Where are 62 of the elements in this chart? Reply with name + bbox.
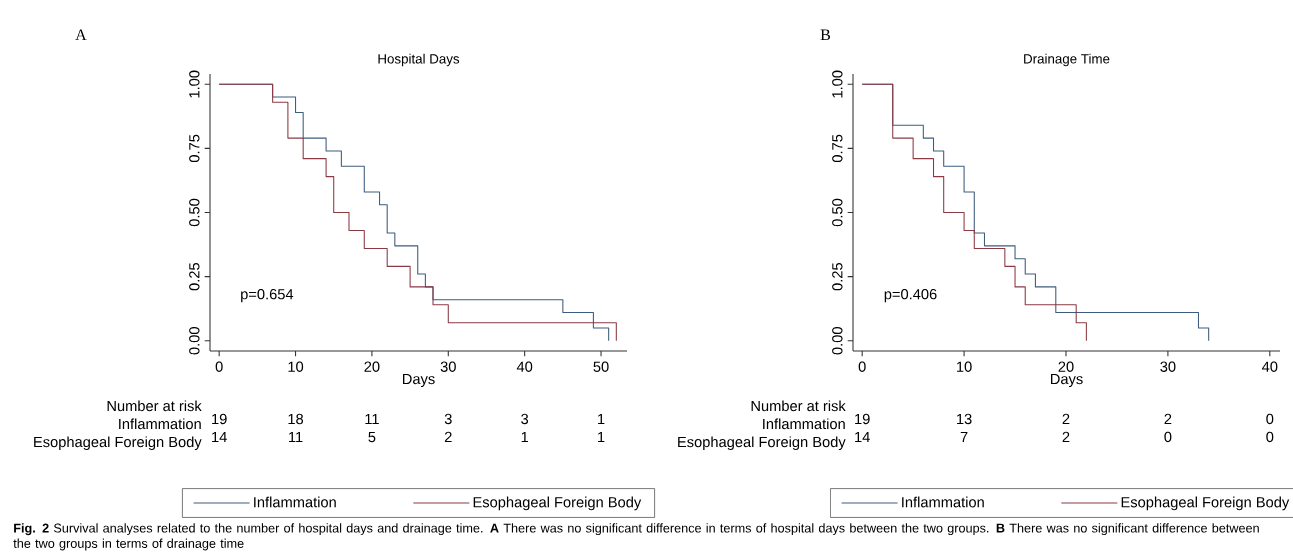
y-tick-label: 0.75 — [189, 134, 200, 163]
text: 14 — [855, 431, 870, 443]
text: A — [75, 29, 87, 40]
text: Fig. 2 Survival analyses related to the number of hospital days and drainage time. A There was no significant difference in terms of hospital days between the two groups. B There was no significant difference between the two groups in terms of drainage time — [13, 523, 1259, 551]
x-tick-label: 0 — [858, 361, 866, 372]
y-tick-label: 1.00 — [832, 70, 843, 98]
x-tick-label: 0 — [215, 361, 223, 372]
text: 18 — [288, 413, 304, 425]
x-tick-label: 30 — [1160, 361, 1176, 372]
text: 5 — [368, 431, 376, 443]
y-tick-label: 0.00 — [189, 327, 200, 355]
legend-label: Inflammation — [254, 496, 336, 508]
text: 2 — [1062, 413, 1070, 425]
text: 1 — [598, 413, 605, 425]
text: Number at risk — [107, 400, 202, 412]
x-tick-label: 40 — [516, 361, 533, 372]
text: 7 — [960, 431, 968, 443]
annotation: p=0.406 — [884, 288, 937, 303]
annotation: p=0.654 — [241, 288, 294, 303]
text: 1 — [598, 431, 605, 443]
text: B — [820, 29, 831, 41]
text: 0 — [1266, 431, 1274, 443]
legend-label: Esophageal Foreign Body — [1121, 496, 1290, 511]
text: 14 — [212, 431, 227, 443]
text: 19 — [212, 413, 227, 425]
text: 13 — [957, 413, 972, 425]
legend-label: Inflammation — [902, 496, 984, 508]
text: Esophageal Foreign Body — [678, 436, 846, 451]
text: 19 — [855, 413, 870, 425]
text: Inflammation — [763, 418, 845, 430]
x-tick-label: 10 — [288, 361, 304, 372]
text: 1 — [521, 431, 529, 443]
text: 0 — [1164, 431, 1172, 443]
y-tick-label: 0.75 — [832, 134, 843, 163]
x-axis-title: Days — [1051, 373, 1083, 388]
chart-title: Drainage Time — [1024, 53, 1110, 67]
text: 2 — [444, 431, 452, 443]
text: Esophageal Foreign Body — [34, 436, 202, 451]
x-tick-label: 40 — [1261, 361, 1278, 372]
y-tick-label: 0.50 — [832, 198, 843, 227]
y-tick-label: 0.25 — [832, 262, 843, 291]
x-tick-label: 20 — [1058, 361, 1074, 372]
x-axis-title: Days — [403, 373, 435, 388]
legend-label: Esophageal Foreign Body — [473, 496, 642, 511]
x-tick-label: 30 — [440, 361, 456, 372]
chart-title: Hospital Days — [378, 53, 460, 67]
y-tick-label: 0.00 — [832, 327, 843, 355]
text: Number at risk — [751, 400, 846, 412]
text: 3 — [444, 413, 452, 425]
x-tick-label: 50 — [593, 361, 609, 372]
text: 0 — [1266, 413, 1274, 425]
y-tick-label: 0.25 — [189, 262, 200, 291]
text: 2 — [1164, 413, 1172, 425]
text: 3 — [521, 413, 529, 425]
y-tick-label: 0.50 — [189, 198, 200, 227]
x-tick-label: 20 — [364, 361, 380, 372]
x-tick-label: 10 — [957, 361, 972, 372]
text: 11 — [365, 413, 379, 425]
text: Inflammation — [119, 418, 201, 430]
text: 11 — [289, 431, 303, 443]
text: 2 — [1062, 431, 1070, 443]
y-tick-label: 1.00 — [189, 70, 200, 98]
